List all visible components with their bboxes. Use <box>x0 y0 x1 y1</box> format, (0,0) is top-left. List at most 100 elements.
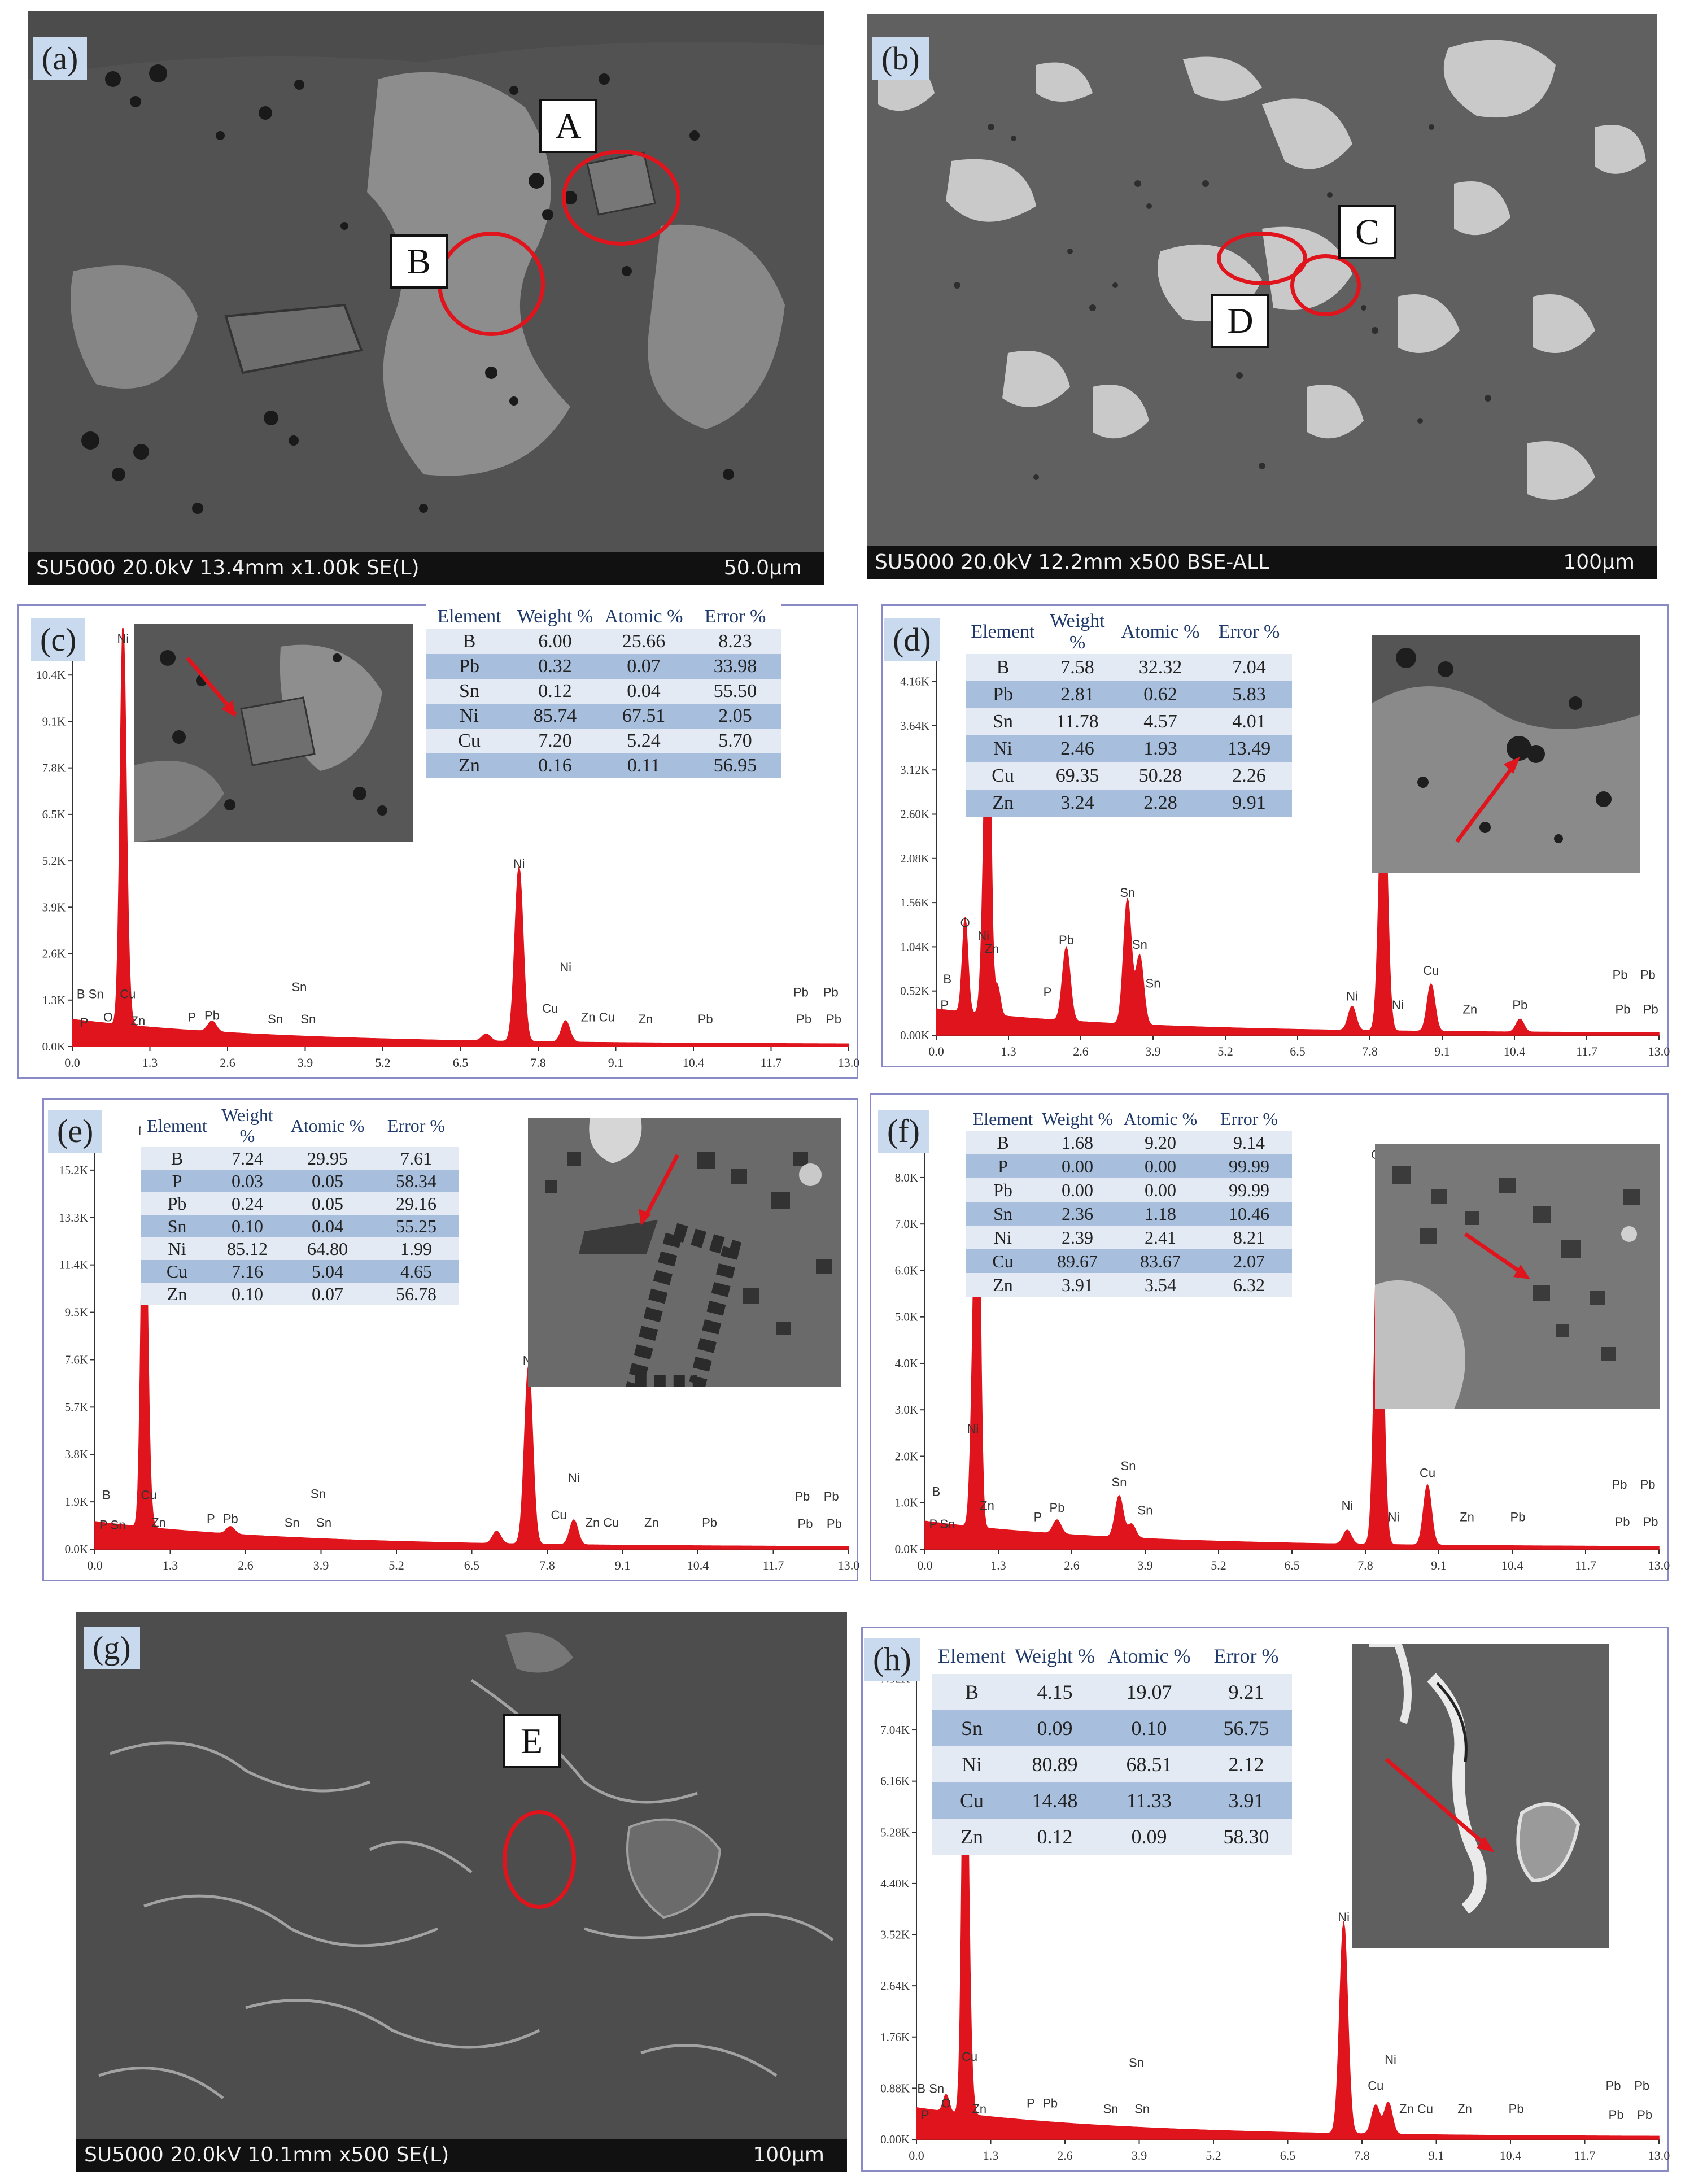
peak-label: Pb <box>1059 933 1074 947</box>
y-tick-label: 7.04K <box>880 1723 910 1737</box>
y-tick-label: 1.04K <box>900 940 929 953</box>
table-cell: 1.93 <box>1115 735 1206 762</box>
table-header-cell: Element <box>426 604 512 629</box>
table-row: Ni 85.74 67.51 2.05 <box>426 704 781 729</box>
table-cell: 3.24 <box>1040 790 1115 817</box>
table-cell: 0.09 <box>1098 1819 1200 1855</box>
table-cell: 56.95 <box>689 753 781 778</box>
x-tick-label: 1.3 <box>983 2148 999 2163</box>
table-cell: 0.24 <box>213 1192 282 1215</box>
table-header-cell: Atomic % <box>598 604 689 629</box>
marker-D: D <box>1211 294 1269 348</box>
table-cell: 0.03 <box>213 1170 282 1192</box>
peak-label: Sn <box>285 1515 300 1529</box>
inset-micrograph-e <box>528 1118 841 1387</box>
x-tick-label: 13.0 <box>838 1558 860 1572</box>
table-header-cell: Element <box>932 1638 1012 1674</box>
peak-label: Pb <box>698 1012 713 1026</box>
table-cell: Cu <box>966 762 1040 790</box>
sem-footer-text-b: SU5000 20.0kV 12.2mm x500 BSE-ALL <box>875 551 1270 574</box>
peak-label: Sn <box>311 1486 326 1501</box>
peak-label: Cu <box>1368 2078 1383 2093</box>
peak-label: Pb <box>793 985 809 999</box>
x-tick-label: 10.4 <box>1501 1558 1523 1572</box>
table-cell: 5.70 <box>689 729 781 753</box>
inset-image-e <box>528 1118 841 1387</box>
table-cell: B <box>966 1131 1040 1154</box>
peak-label: Zn <box>980 1498 994 1512</box>
peak-label: Pb <box>798 1516 813 1531</box>
y-tick-label: 3.8K <box>65 1448 88 1461</box>
table-header-cell: Weight % <box>512 604 598 629</box>
peak-label: Pb <box>1615 1515 1630 1529</box>
x-tick-label: 5.2 <box>1217 1044 1233 1058</box>
y-tick-label: 2.60K <box>900 808 929 821</box>
table-cell: 0.11 <box>598 753 689 778</box>
sem-image-a: SU5000 20.0kV 13.4mm x1.00k SE(L) 50.0µm <box>28 11 824 585</box>
peak-label: Cu <box>1423 964 1439 978</box>
table-cell: Sn <box>966 708 1040 735</box>
peak-label: Pb <box>1634 2078 1649 2093</box>
table-row: Pb 0.32 0.07 33.98 <box>426 654 781 679</box>
table-cell: 6.32 <box>1206 1273 1292 1297</box>
peak-label: Zn Cu <box>586 1515 619 1529</box>
scale-label-b: 100µm <box>1563 551 1635 574</box>
table-header-cell: Error % <box>373 1104 459 1147</box>
peak-label: Pb <box>1050 1501 1065 1515</box>
peak-label: Cu <box>551 1508 566 1522</box>
x-tick-label: 3.9 <box>1145 1044 1161 1058</box>
peak-label: Pb <box>1510 1510 1526 1524</box>
y-tick-label: 9.1K <box>42 714 66 728</box>
peak-label: Pb <box>823 985 839 999</box>
inset-micrograph-c <box>134 624 413 842</box>
table-cell: 2.12 <box>1200 1746 1292 1782</box>
y-tick-label: 6.0K <box>895 1263 918 1277</box>
spectrum-series <box>94 1122 849 1550</box>
table-header-cell: Atomic % <box>282 1104 373 1147</box>
table-row: Ni 2.46 1.93 13.49 <box>966 735 1292 762</box>
peak-label: Zn <box>151 1515 166 1529</box>
peak-label: Ni <box>560 960 571 974</box>
table-row: Cu 69.35 50.28 2.26 <box>966 762 1292 790</box>
sem-footer-g: SU5000 20.0kV 10.1mm x500 SE(L) 100µm <box>76 2139 847 2172</box>
eds-table-d: Element Weight % Atomic % Error % B 7.58 32.32… <box>966 610 1292 817</box>
table-row: B 4.15 19.07 9.21 <box>932 1674 1292 1710</box>
table-cell: 3.91 <box>1200 1782 1292 1819</box>
x-tick-label: 11.7 <box>1576 1044 1597 1058</box>
table-cell: 83.67 <box>1115 1249 1206 1273</box>
peak-label: Ni <box>1342 1498 1354 1512</box>
table-cell: Cu <box>932 1782 1012 1819</box>
table-cell: Ni <box>966 735 1040 762</box>
table-cell: 0.04 <box>282 1215 373 1237</box>
table-cell: 9.91 <box>1206 790 1292 817</box>
peak-label: Pb <box>1643 1515 1658 1529</box>
x-tick-label: 3.9 <box>298 1056 313 1070</box>
table-row: B 6.00 25.66 8.23 <box>426 629 781 654</box>
table-cell: 0.04 <box>598 679 689 704</box>
x-tick-label: 0.0 <box>917 1558 933 1572</box>
peak-label: P <box>80 1015 89 1030</box>
x-tick-label: 5.2 <box>375 1056 391 1070</box>
peak-label: Sn <box>316 1515 331 1529</box>
table-cell: 5.24 <box>598 729 689 753</box>
table-cell: 11.78 <box>1040 708 1115 735</box>
peak-label: Zn <box>985 941 999 956</box>
x-tick-label: 0.0 <box>928 1044 944 1058</box>
peak-label: Ni <box>117 631 129 646</box>
table-cell: P <box>966 1154 1040 1178</box>
table-row: Cu 89.67 83.67 2.07 <box>966 1249 1292 1273</box>
table-cell: 6.00 <box>512 629 598 654</box>
peak-label: P <box>99 1518 108 1532</box>
y-tick-label: 3.52K <box>880 1928 910 1942</box>
peak-label: Zn Cu <box>581 1010 615 1025</box>
table-cell: 1.99 <box>373 1237 459 1260</box>
sem-image-b: SU5000 20.0kV 12.2mm x500 BSE-ALL 100µm <box>867 14 1657 579</box>
peak-label: B Sn <box>917 2082 944 2096</box>
table-cell: 0.00 <box>1040 1178 1115 1202</box>
table-cell: 4.01 <box>1206 708 1292 735</box>
table-row: P 0.03 0.05 58.34 <box>141 1170 459 1192</box>
y-tick-label: 0.0K <box>42 1040 66 1053</box>
x-tick-label: 0.0 <box>909 2148 924 2163</box>
table-cell: 4.15 <box>1012 1674 1098 1710</box>
peak-label: Sn <box>1132 938 1147 952</box>
